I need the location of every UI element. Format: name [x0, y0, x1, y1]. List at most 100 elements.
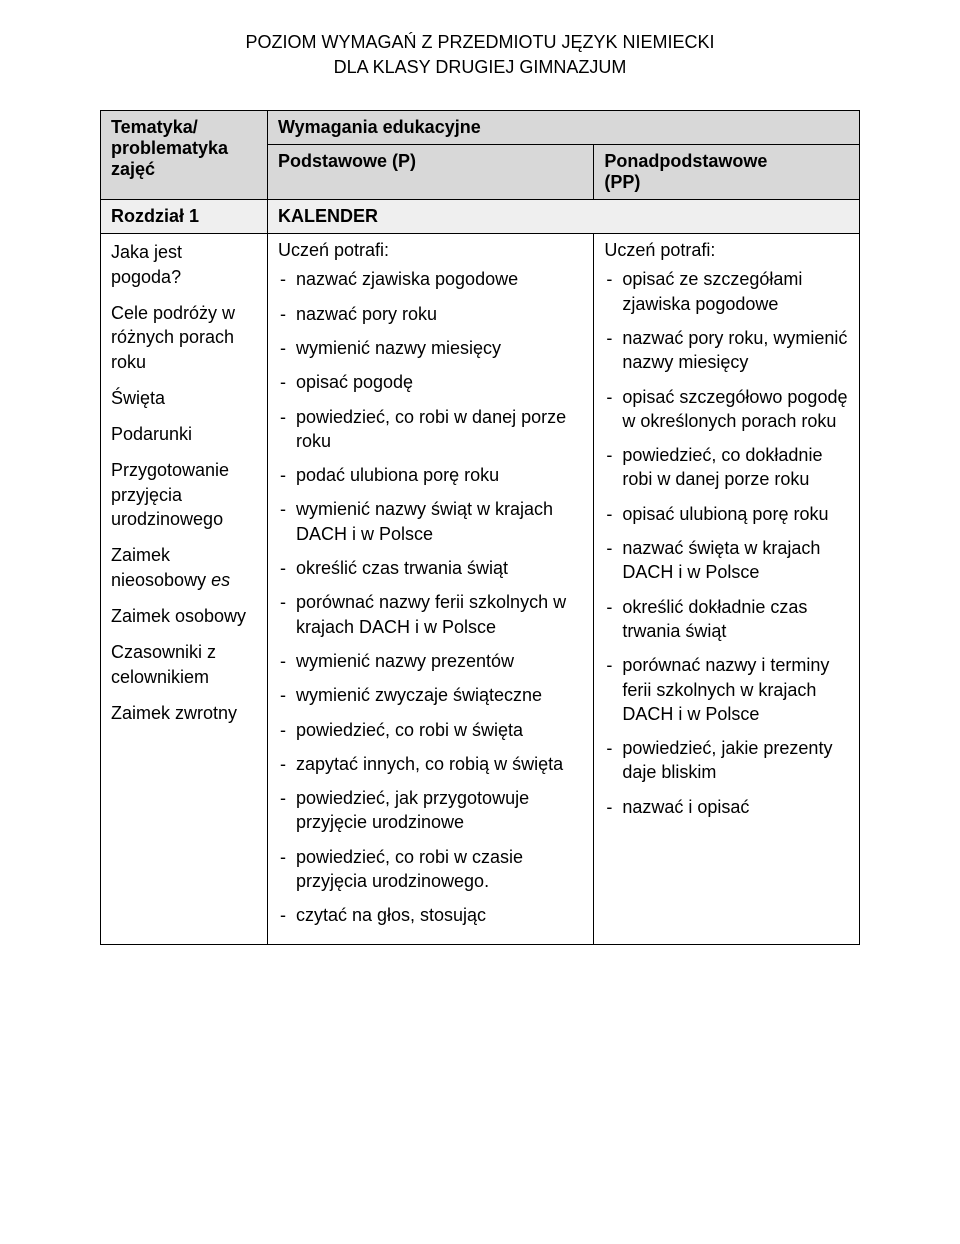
basic-req-item: -powiedzieć, co robi w święta — [278, 718, 583, 742]
bullet-dash: - — [278, 649, 296, 673]
basic-req-item-text: określić czas trwania świąt — [296, 556, 583, 580]
bullet-dash: - — [278, 786, 296, 810]
title-line2: DLA KLASY DRUGIEJ GIMNAZJUM — [100, 55, 860, 80]
basic-req-item: -opisać pogodę — [278, 370, 583, 394]
advanced-req-item: -powiedzieć, co dokładnie robi w danej p… — [604, 443, 849, 492]
bullet-dash: - — [278, 590, 296, 614]
content-row: Jaka jest pogoda? Cele podróży w różnych … — [101, 234, 860, 944]
basic-req-item: -czytać na głos, stosując — [278, 903, 583, 927]
left-topic-item: Święta — [111, 386, 257, 410]
left-topic-item: Czasowniki z celownikiem — [111, 640, 257, 689]
basic-req-item-text: powiedzieć, co robi w czasie przyjęcia u… — [296, 845, 583, 894]
basic-req-item-text: powiedzieć, co robi w święta — [296, 718, 583, 742]
table-header-row: Tematyka/ problematyka zajęć Wymagania e… — [101, 111, 860, 145]
left-topic-item: Podarunki — [111, 422, 257, 446]
advanced-req-item-text: powiedzieć, jakie prezenty daje bliskim — [622, 736, 849, 785]
basic-req-item: -wymienić zwyczaje świąteczne — [278, 683, 583, 707]
basic-req-item: -powiedzieć, jak przygotowuje przyjęcie … — [278, 786, 583, 835]
basic-req-item-text: wymienić nazwy prezentów — [296, 649, 583, 673]
basic-req-item: -podać ulubiona porę roku — [278, 463, 583, 487]
section-col2: KALENDER — [267, 200, 859, 234]
advanced-req-item: -nazwać pory roku, wymienić nazwy miesię… — [604, 326, 849, 375]
bullet-dash: - — [604, 536, 622, 560]
bullet-dash: - — [604, 326, 622, 350]
section-row: Rozdział 1 KALENDER — [101, 200, 860, 234]
basic-req-item: -zapytać innych, co robią w święta — [278, 752, 583, 776]
basic-req-item: -wymienić nazwy świąt w krajach DACH i w… — [278, 497, 583, 546]
bullet-dash: - — [278, 267, 296, 291]
advanced-req-item-text: porównać nazwy i terminy ferii szkolnych… — [622, 653, 849, 726]
basic-req-item-text: czytać na głos, stosując — [296, 903, 583, 927]
basic-req-item-text: opisać pogodę — [296, 370, 583, 394]
right-intro: Uczeń potrafi: — [604, 240, 849, 261]
advanced-req-item-text: opisać ulubioną porę roku — [622, 502, 849, 526]
bullet-dash: - — [278, 752, 296, 776]
left-topic-item: Cele podróży w różnych porach roku — [111, 301, 257, 374]
advanced-requirements-list: -opisać ze szczegółami zjawiska pogodowe… — [604, 267, 849, 819]
advanced-req-item-text: nazwać i opisać — [622, 795, 849, 819]
left-topic-item: Zaimek zwrotny — [111, 701, 257, 725]
bullet-dash: - — [604, 385, 622, 409]
basic-req-item-text: powiedzieć, co robi w danej porze roku — [296, 405, 583, 454]
basic-req-item-text: powiedzieć, jak przygotowuje przyjęcie u… — [296, 786, 583, 835]
bullet-dash: - — [604, 595, 622, 619]
advanced-req-item: -porównać nazwy i terminy ferii szkolnyc… — [604, 653, 849, 726]
advanced-req-item: -powiedzieć, jakie prezenty daje bliskim — [604, 736, 849, 785]
advanced-req-item: -opisać szczegółowo pogodę w określonych… — [604, 385, 849, 434]
basic-req-item-text: wymienić nazwy świąt w krajach DACH i w … — [296, 497, 583, 546]
bullet-dash: - — [604, 795, 622, 819]
header-col1-line3: zajęć — [111, 159, 155, 179]
basic-req-item-text: wymienić zwyczaje świąteczne — [296, 683, 583, 707]
bullet-dash: - — [604, 443, 622, 467]
advanced-req-item: -określić dokładnie czas trwania świąt — [604, 595, 849, 644]
advanced-req-item: -opisać ze szczegółami zjawiska pogodowe — [604, 267, 849, 316]
left-topics-cell: Jaka jest pogoda? Cele podróży w różnych … — [101, 234, 268, 944]
basic-req-item-text: zapytać innych, co robią w święta — [296, 752, 583, 776]
advanced-req-item: -opisać ulubioną porę roku — [604, 502, 849, 526]
header-col2-left: Podstawowe (P) — [267, 145, 593, 200]
header-col1-line2: problematyka — [111, 138, 228, 158]
bullet-dash: - — [278, 903, 296, 927]
left-topic-item: Jaka jest pogoda? — [111, 240, 257, 289]
advanced-req-item-text: opisać szczegółowo pogodę w określonych … — [622, 385, 849, 434]
bullet-dash: - — [604, 502, 622, 526]
basic-req-item: -porównać nazwy ferii szkolnych w krajac… — [278, 590, 583, 639]
basic-req-item-text: nazwać zjawiska pogodowe — [296, 267, 583, 291]
basic-req-item-text: podać ulubiona porę roku — [296, 463, 583, 487]
left-topics-list: Jaka jest pogoda? Cele podróży w różnych … — [111, 240, 257, 725]
bullet-dash: - — [278, 556, 296, 580]
advanced-requirements-cell: Uczeń potrafi: -opisać ze szczegółami zj… — [594, 234, 860, 944]
advanced-req-item-text: nazwać święta w krajach DACH i w Polsce — [622, 536, 849, 585]
left-topic-item: Przygotowanie przyjęcia urodzinowego — [111, 458, 257, 531]
header-col1: Tematyka/ problematyka zajęć — [101, 111, 268, 200]
bullet-dash: - — [278, 845, 296, 869]
advanced-req-item: -nazwać święta w krajach DACH i w Polsce — [604, 536, 849, 585]
section-col1: Rozdział 1 — [101, 200, 268, 234]
bullet-dash: - — [278, 370, 296, 394]
advanced-req-item-text: określić dokładnie czas trwania świąt — [622, 595, 849, 644]
basic-req-item-text: porównać nazwy ferii szkolnych w krajach… — [296, 590, 583, 639]
bullet-dash: - — [604, 267, 622, 291]
bullet-dash: - — [278, 683, 296, 707]
basic-requirements-list: -nazwać zjawiska pogodowe-nazwać pory ro… — [278, 267, 583, 927]
advanced-req-item-text: opisać ze szczegółami zjawiska pogodowe — [622, 267, 849, 316]
advanced-req-item-text: powiedzieć, co dokładnie robi w danej po… — [622, 443, 849, 492]
advanced-req-item-text: nazwać pory roku, wymienić nazwy miesięc… — [622, 326, 849, 375]
header-col1-line1: Tematyka/ — [111, 117, 198, 137]
advanced-req-item: -nazwać i opisać — [604, 795, 849, 819]
header-col2-right: Ponadpodstawowe (PP) — [594, 145, 860, 200]
bullet-dash: - — [604, 653, 622, 677]
bullet-dash: - — [278, 463, 296, 487]
title-line1: POZIOM WYMAGAŃ Z PRZEDMIOTU JĘZYK NIEMIE… — [100, 30, 860, 55]
bullet-dash: - — [604, 736, 622, 760]
basic-req-item: -wymienić nazwy prezentów — [278, 649, 583, 673]
page-title: POZIOM WYMAGAŃ Z PRZEDMIOTU JĘZYK NIEMIE… — [100, 30, 860, 80]
left-topic-item: Zaimek nieosobowy es — [111, 543, 257, 592]
basic-req-item: -powiedzieć, co robi w czasie przyjęcia … — [278, 845, 583, 894]
bullet-dash: - — [278, 497, 296, 521]
basic-req-item: -powiedzieć, co robi w danej porze roku — [278, 405, 583, 454]
basic-requirements-cell: Uczeń potrafi: -nazwać zjawiska pogodowe… — [267, 234, 593, 944]
basic-req-item: -wymienić nazwy miesięcy — [278, 336, 583, 360]
header-col2-right-line1: Ponadpodstawowe — [604, 151, 767, 171]
bullet-dash: - — [278, 405, 296, 429]
